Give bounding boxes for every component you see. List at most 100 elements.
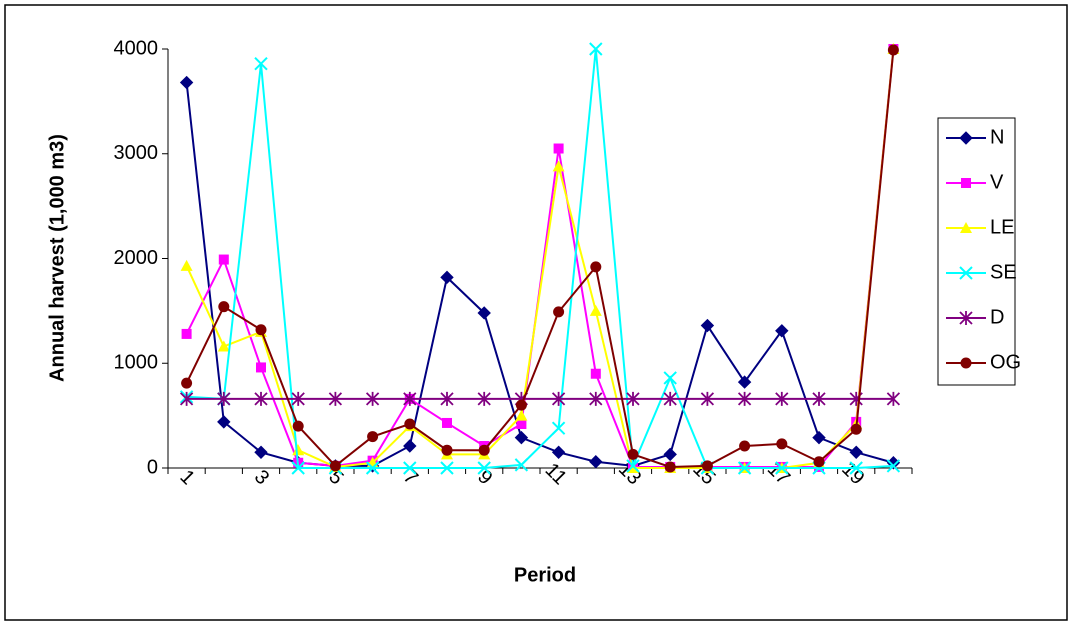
marker — [739, 440, 751, 452]
marker — [626, 391, 640, 406]
marker — [813, 456, 825, 468]
marker — [737, 375, 752, 389]
marker — [626, 459, 640, 473]
marker — [959, 311, 973, 325]
y-tick-label: 0 — [147, 456, 158, 478]
marker — [887, 44, 899, 56]
marker — [959, 131, 973, 145]
marker — [552, 160, 565, 172]
series — [179, 391, 901, 406]
marker — [365, 461, 380, 475]
legend-label: D — [990, 306, 1004, 328]
marker — [960, 357, 972, 369]
marker — [663, 391, 677, 406]
legend-label: OG — [990, 351, 1021, 373]
marker — [551, 421, 566, 435]
marker — [776, 438, 788, 450]
marker — [812, 430, 826, 445]
legend-marker — [959, 131, 973, 145]
marker — [254, 445, 268, 459]
marker — [775, 324, 789, 338]
marker — [179, 75, 194, 90]
marker — [365, 391, 380, 406]
marker — [256, 362, 266, 373]
marker — [217, 340, 230, 352]
marker — [589, 391, 603, 406]
y-axis-title: Annual harvest (1,000 m3) — [46, 134, 68, 382]
marker — [627, 448, 639, 460]
y-tick-label: 2000 — [114, 247, 159, 269]
marker — [403, 391, 417, 406]
marker — [403, 461, 417, 475]
marker — [812, 391, 826, 406]
marker — [590, 261, 602, 273]
y-tick-label: 1000 — [114, 352, 159, 374]
marker — [515, 399, 527, 411]
legend-marker — [960, 222, 972, 233]
marker — [886, 459, 901, 473]
marker — [255, 324, 267, 336]
legend-marker — [961, 178, 971, 188]
marker — [551, 445, 566, 459]
marker — [292, 444, 305, 456]
marker — [218, 254, 229, 265]
marker — [960, 222, 972, 233]
marker — [589, 42, 603, 56]
legend-label: N — [990, 126, 1004, 148]
marker — [664, 461, 676, 473]
marker — [440, 270, 454, 285]
series-line — [185, 49, 895, 468]
marker — [515, 409, 528, 421]
y-tick-label: 4000 — [114, 37, 159, 59]
series — [181, 44, 899, 473]
marker — [514, 458, 529, 472]
legend-marker — [959, 311, 973, 325]
marker — [217, 415, 231, 429]
marker — [663, 447, 677, 462]
marker — [328, 391, 343, 406]
marker — [700, 318, 715, 333]
marker — [329, 460, 341, 472]
legend-label: V — [990, 171, 1004, 193]
marker — [477, 461, 491, 475]
marker — [218, 301, 230, 313]
marker — [442, 417, 452, 428]
marker — [179, 391, 194, 406]
legend-label: LE — [990, 216, 1014, 238]
marker — [514, 430, 529, 445]
marker — [291, 461, 305, 475]
marker — [217, 391, 231, 406]
marker — [701, 460, 713, 472]
marker — [849, 461, 863, 475]
marker — [775, 461, 789, 475]
x-axis-title: Period — [514, 564, 576, 586]
marker — [180, 259, 193, 271]
marker — [849, 445, 863, 459]
marker — [590, 368, 601, 379]
marker — [886, 391, 901, 406]
marker — [589, 455, 603, 469]
marker — [440, 391, 454, 406]
marker — [553, 143, 564, 154]
marker — [292, 420, 304, 432]
marker — [291, 391, 305, 406]
y-tick-label: 3000 — [114, 142, 159, 164]
marker — [440, 461, 454, 475]
marker — [403, 439, 417, 453]
marker — [477, 391, 491, 406]
marker — [850, 423, 862, 435]
marker — [589, 304, 602, 316]
marker — [959, 266, 973, 280]
marker — [775, 391, 789, 406]
marker — [961, 178, 971, 188]
marker — [516, 419, 527, 430]
legend-label: SE — [990, 261, 1017, 283]
marker — [663, 371, 677, 385]
marker — [404, 418, 416, 430]
marker — [181, 328, 192, 339]
legend-marker — [960, 357, 972, 369]
marker — [737, 391, 752, 406]
marker — [254, 391, 268, 406]
